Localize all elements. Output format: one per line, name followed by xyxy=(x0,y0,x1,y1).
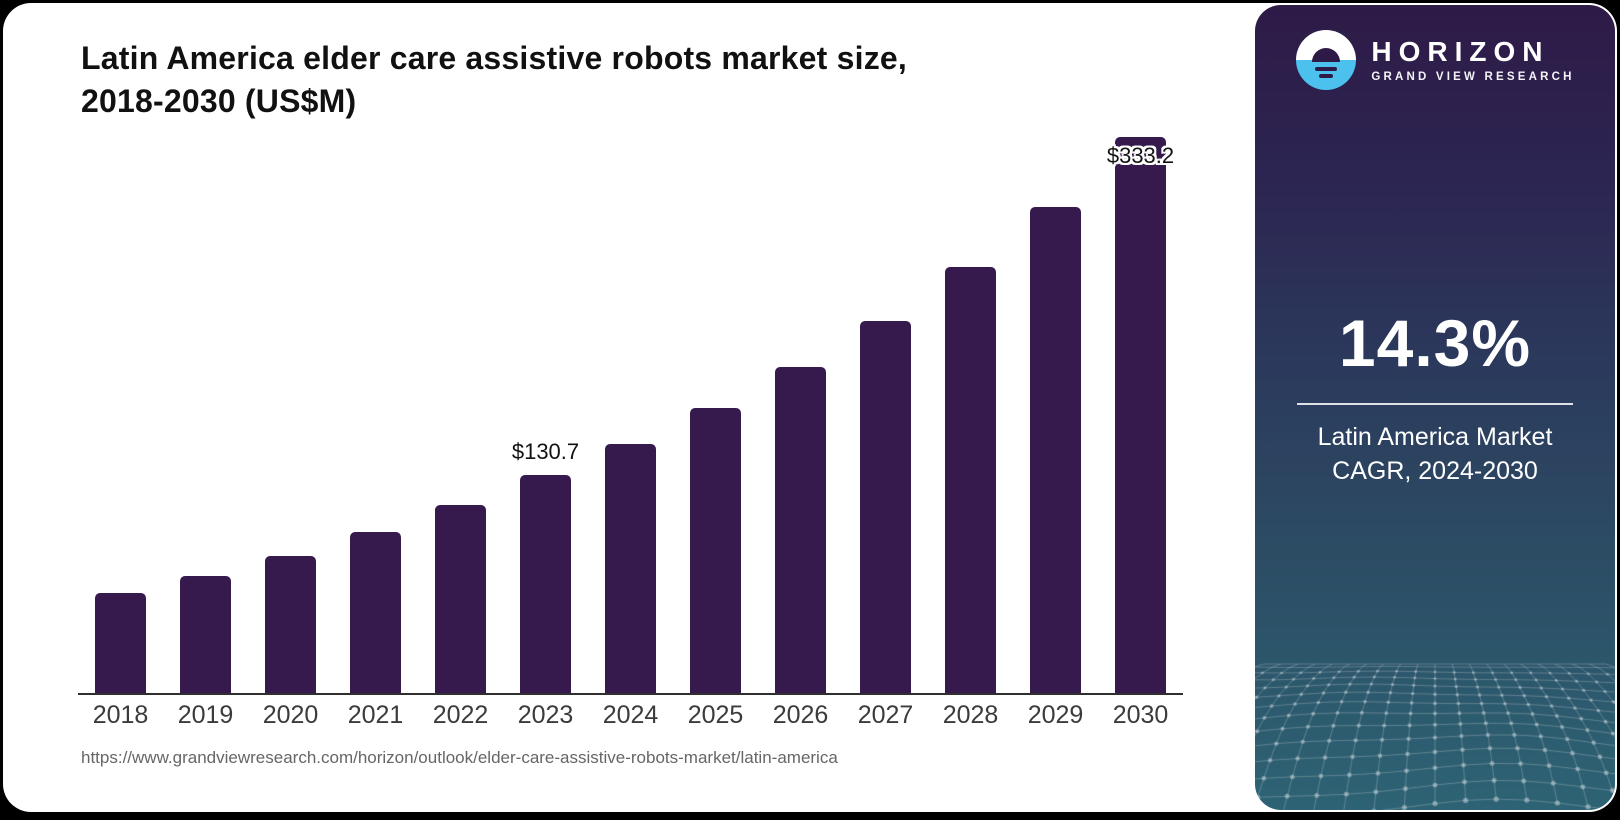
horizon-logo: HORIZON GRAND VIEW RESEARCH xyxy=(1255,29,1615,91)
bar-2020 xyxy=(265,556,316,693)
bar-slot-2027 xyxy=(843,121,928,693)
bar-2022 xyxy=(435,505,486,693)
chart-title: Latin America elder care assistive robot… xyxy=(81,40,908,119)
bar-chart-plot: $130.7 $333.2 xyxy=(78,121,1183,695)
bar-slot-2025 xyxy=(673,121,758,693)
bar-slot-2029 xyxy=(1013,121,1098,693)
sidebar-panel: HORIZON GRAND VIEW RESEARCH 14.3% Latin … xyxy=(1255,5,1615,810)
x-axis-label-2023: 2023 xyxy=(517,701,574,729)
bar-slot-2028 xyxy=(928,121,1013,693)
bar-slot-2023: $130.7 xyxy=(503,121,588,693)
bar-slot-2018 xyxy=(78,121,163,693)
x-axis-label-2028: 2028 xyxy=(942,701,999,729)
bars-container: $130.7 $333.2 xyxy=(78,121,1183,693)
x-axis-label-2027: 2027 xyxy=(857,701,914,729)
cagr-stat-block: 14.3% Latin America Market CAGR, 2024-20… xyxy=(1255,305,1615,489)
x-axis-label-2024: 2024 xyxy=(602,701,659,729)
wireframe-mesh-decoration xyxy=(1255,660,1615,810)
stat-divider xyxy=(1297,403,1573,405)
bar-slot-2020 xyxy=(248,121,333,693)
bar-slot-2030: $333.2 xyxy=(1098,121,1183,693)
x-axis-labels: 2018 2019 2020 2021 2022 2023 2024 2025 2026 2027… xyxy=(78,701,1183,730)
bar-2028 xyxy=(945,267,996,693)
x-axis-label-2025: 2025 xyxy=(687,701,744,729)
infographic-card: Latin America elder care assistive robot… xyxy=(3,3,1617,812)
cagr-caption: Latin America Market CAGR, 2024-2030 xyxy=(1317,423,1553,485)
bar-slot-2022 xyxy=(418,121,503,693)
bar-2026 xyxy=(775,367,826,693)
x-axis-label-2021: 2021 xyxy=(347,701,404,729)
x-axis-label-2026: 2026 xyxy=(772,701,829,729)
bar-slot-2026 xyxy=(758,121,843,693)
bar-value-label-2030: $333.2 xyxy=(1106,143,1175,168)
cagr-value: 14.3% xyxy=(1338,306,1532,380)
x-axis-label-2029: 2029 xyxy=(1027,701,1084,729)
bar-slot-2024 xyxy=(588,121,673,693)
logo-text: HORIZON GRAND VIEW RESEARCH xyxy=(1371,35,1575,84)
x-axis-label-2022: 2022 xyxy=(432,701,489,729)
bar-2027 xyxy=(860,321,911,693)
logo-brand-text: HORIZON xyxy=(1371,35,1550,67)
bar-slot-2021 xyxy=(333,121,418,693)
bar-2018 xyxy=(95,593,146,693)
bar-value-label-2023: $130.7 xyxy=(511,439,580,464)
x-axis-label-2030: 2030 xyxy=(1112,701,1169,729)
bar-2023 xyxy=(520,475,571,693)
bar-2021 xyxy=(350,532,401,693)
bar-2025 xyxy=(690,408,741,693)
bar-2019 xyxy=(180,576,231,693)
x-axis-label-2019: 2019 xyxy=(177,701,234,729)
x-axis-label-2020: 2020 xyxy=(262,701,319,729)
bar-slot-2019 xyxy=(163,121,248,693)
x-axis-label-2018: 2018 xyxy=(92,701,149,729)
bar-2030 xyxy=(1115,137,1166,693)
bar-2029 xyxy=(1030,207,1081,693)
logo-sub-text: GRAND VIEW RESEARCH xyxy=(1371,71,1575,84)
horizon-sun-icon xyxy=(1296,30,1357,90)
source-url-link[interactable]: https://www.grandviewresearch.com/horizo… xyxy=(81,748,838,767)
bar-2024 xyxy=(605,444,656,693)
